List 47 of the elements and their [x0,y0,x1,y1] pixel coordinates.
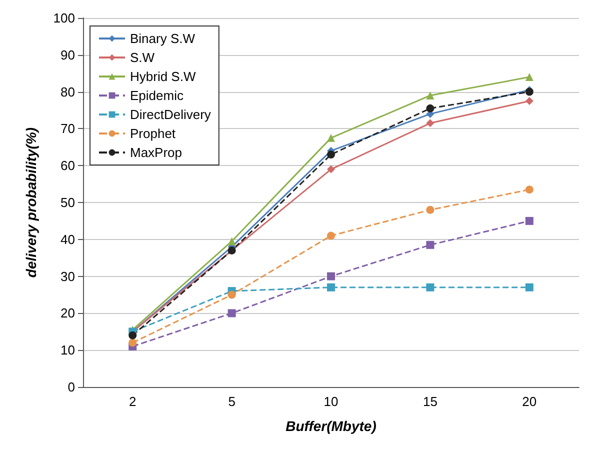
point [327,232,335,240]
point [327,283,335,292]
legend-label: S.W [130,50,156,65]
y-tick-label: 90 [60,47,75,62]
legend-label: Hybrid S.W [130,69,196,84]
legend-label: Prophet [130,126,176,141]
point [426,240,434,249]
point [426,206,434,214]
point [426,104,434,112]
x-tick-label: 10 [324,394,338,409]
y-tick-label: 0 [68,380,75,394]
x-tick-label: 20 [522,394,537,409]
y-tick-label: 20 [60,306,75,321]
legend-label: Epidemic [130,88,184,103]
point [228,237,236,246]
point [327,134,335,142]
point [128,331,137,340]
y-tick-label: 10 [60,342,75,358]
point [525,186,534,194]
point [525,97,534,106]
point [327,165,335,174]
point [525,216,534,225]
legend-label: DirectDelivery [130,107,212,122]
y-tick-label: 60 [60,158,75,174]
x-tick-label: 15 [422,394,438,409]
y-axis-title: delivery probability(%) [23,127,39,278]
y-tick-label: 70 [60,121,75,136]
point [327,272,335,280]
y-tick-label: 40 [60,232,75,247]
x-axis-title: Buffer(Mbyte) [286,418,377,434]
legend-label: MaxProp [130,145,182,160]
y-tick-label: 30 [60,268,75,284]
point [525,283,534,292]
point [426,119,434,128]
y-tick-label: 50 [60,195,75,210]
point [128,338,137,347]
point [228,309,236,318]
x-tick-label: 5 [228,394,236,409]
y-tick-label: 80 [60,84,75,100]
x-tick-label: 2 [128,394,136,409]
point [327,150,335,159]
point [228,290,236,299]
legend-label: Binary S.W [130,31,196,46]
point [426,91,434,100]
y-tick-label: 100 [53,10,75,26]
point [525,73,534,82]
point [426,283,434,292]
